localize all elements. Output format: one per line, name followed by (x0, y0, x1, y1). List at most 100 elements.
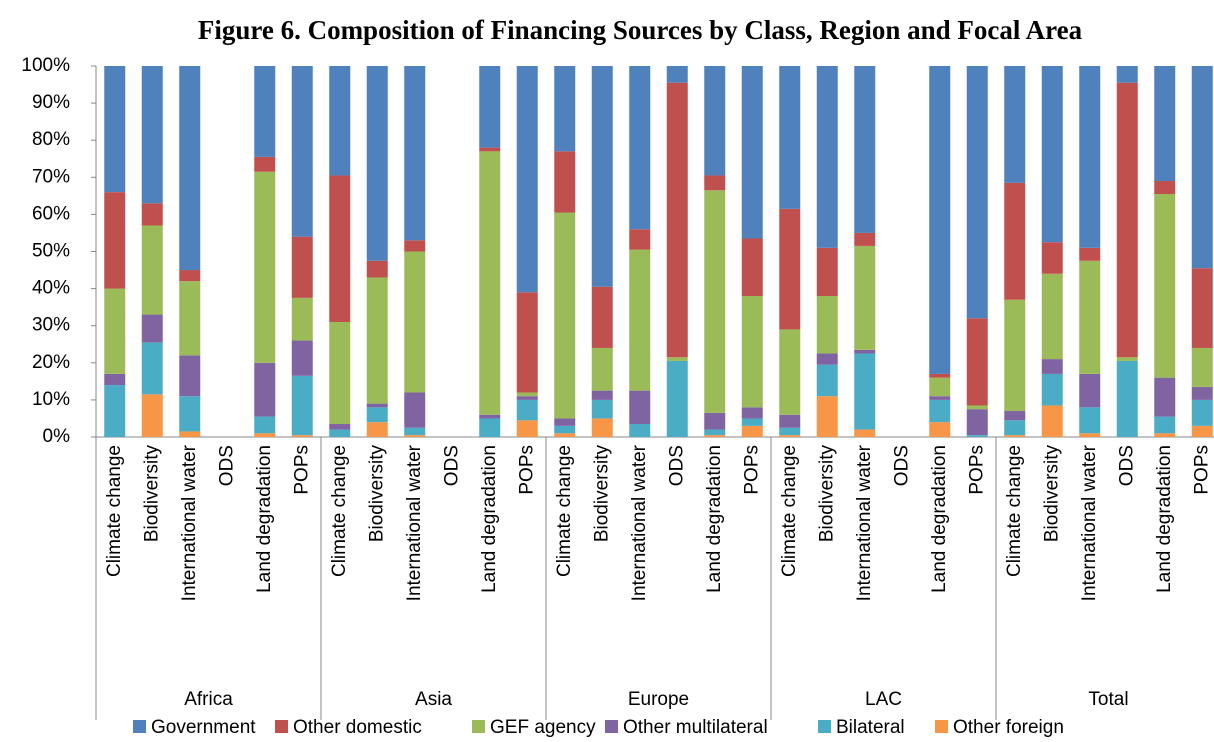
bar-segment (1004, 435, 1026, 437)
bar-segment (1154, 377, 1176, 417)
bar-segment (179, 281, 201, 356)
bar-segment (966, 66, 988, 319)
bar-segment (554, 212, 576, 419)
bar-segment (966, 318, 988, 406)
bar-segment (516, 396, 538, 400)
bar-segment (104, 385, 126, 437)
bar-segment (104, 373, 126, 386)
legend-swatch (605, 720, 618, 733)
legend-label: Other multilateral (623, 717, 768, 738)
bar-segment (516, 292, 538, 393)
bar-segment (741, 418, 763, 426)
bar-segment (329, 321, 351, 425)
x-tick-label: Biodiversity (366, 445, 387, 543)
bar-segment (254, 156, 276, 172)
x-tick-label: International water (629, 444, 650, 601)
bar-segment (1079, 247, 1101, 261)
bar-segment (479, 414, 501, 419)
bar-segment (591, 418, 613, 437)
bar-segment (704, 175, 726, 191)
bar-segment (966, 435, 988, 437)
bar-segment (291, 236, 313, 298)
y-tick-label: 80% (32, 129, 70, 150)
bar-segment (554, 425, 576, 434)
bar-segment (929, 396, 951, 400)
x-tick-label: ODS (216, 445, 237, 486)
bar-segment (1079, 66, 1101, 248)
bar-segment (329, 175, 351, 322)
bar-segment (366, 403, 388, 408)
bar-segment (179, 355, 201, 397)
bar-segment (1154, 181, 1176, 194)
x-tick-label: Land degradation (929, 445, 950, 593)
bar-segment (1079, 373, 1101, 408)
bar-segment (816, 66, 838, 248)
bar-segment (554, 66, 576, 152)
x-tick-label: POPs (516, 445, 537, 495)
x-tick-label: POPs (291, 445, 312, 495)
bar-segment (329, 66, 351, 176)
bar-segment (779, 427, 801, 436)
bar-segment (329, 429, 351, 437)
y-tick-label: 0% (43, 426, 71, 447)
bar-segment (666, 82, 688, 358)
bar-segment (141, 342, 163, 395)
bar-segment (816, 396, 838, 437)
bar-segment (366, 260, 388, 278)
bar-segment (404, 240, 426, 252)
x-tick-label: Biodiversity (591, 445, 612, 543)
bar-segment (1116, 360, 1138, 437)
bar-segment (591, 286, 613, 348)
bar-segment (779, 208, 801, 330)
bar-segment (854, 349, 876, 354)
x-tick-label: Climate change (329, 445, 350, 577)
bar-segment (291, 340, 313, 376)
bar-segment (741, 425, 763, 437)
legend-label: Other domestic (293, 717, 422, 738)
bar-segment (516, 392, 538, 397)
bar-segment (366, 277, 388, 404)
legend-swatch (818, 720, 831, 733)
bar-segment (741, 238, 763, 297)
bar-segment (291, 375, 313, 436)
bar-segment (629, 249, 651, 391)
bar-segment (1041, 242, 1063, 274)
bar-segment (404, 251, 426, 393)
bar-segment (666, 66, 688, 83)
bar-segment (404, 427, 426, 436)
bar-segment (516, 420, 538, 437)
bar-segment (516, 399, 538, 421)
bar-segment (141, 66, 163, 204)
bar-segment (966, 405, 988, 410)
x-tick-label: POPs (741, 445, 762, 495)
x-tick-label: International water (404, 444, 425, 601)
x-tick-label: Climate change (779, 445, 800, 577)
bar-segment (854, 232, 876, 246)
bar-segment (479, 147, 501, 152)
bar-segment (1004, 299, 1026, 412)
bar-segment (291, 297, 313, 341)
x-tick-label: POPs (966, 445, 987, 495)
bar-segment (404, 435, 426, 437)
bar-segment (591, 347, 613, 391)
bar-segment (479, 66, 501, 148)
bar-segment (1191, 399, 1213, 426)
bar-segment (1191, 268, 1213, 348)
bar-segment (629, 390, 651, 425)
bar-segment (591, 390, 613, 400)
bar-segment (741, 296, 763, 408)
legend-swatch (935, 720, 948, 733)
bar-segment (779, 329, 801, 415)
x-tick-label: Land degradation (254, 445, 275, 593)
chart-title: Figure 6. Composition of Financing Sourc… (198, 15, 1083, 45)
group-label: Asia (415, 689, 452, 710)
bar-segment (779, 414, 801, 428)
bar-segment (704, 435, 726, 437)
bar-segment (254, 362, 276, 417)
bar-segment (1116, 82, 1138, 358)
bar-segment (254, 66, 276, 157)
bar-segment (1004, 66, 1026, 183)
bar-segment (854, 66, 876, 233)
bar-segment (104, 66, 126, 193)
bar-segment (479, 418, 501, 437)
